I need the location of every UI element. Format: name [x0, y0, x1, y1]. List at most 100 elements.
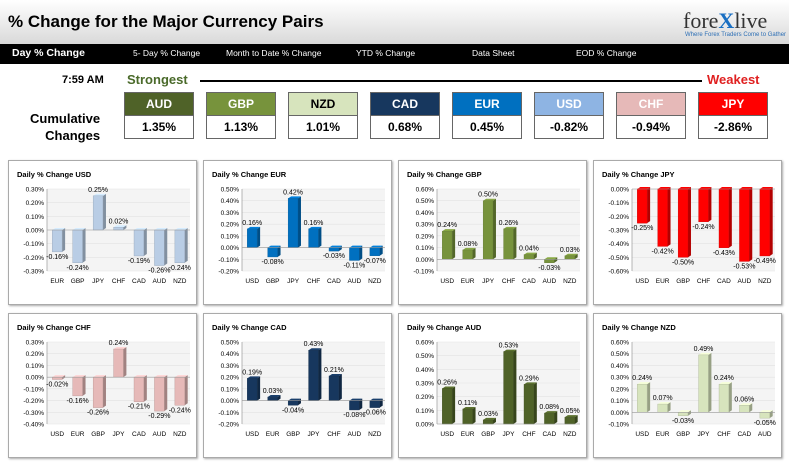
- bar-side: [62, 228, 66, 252]
- bar-chart: 0.60% 0.50% 0.40% 0.30% 0.20% 0.10% 0.00% 0.26%…: [416, 340, 580, 438]
- nav-day-change[interactable]: Day % Change: [12, 47, 85, 59]
- bar-top: [52, 228, 66, 230]
- bar-eur: [657, 187, 671, 247]
- data-label: 0.50%: [478, 192, 498, 199]
- cumulative-label: Cumulative Changes: [30, 110, 100, 144]
- x-tick-label: EUR: [461, 431, 475, 438]
- bar-face: [698, 188, 709, 222]
- bar-top: [134, 375, 147, 378]
- bar-face: [52, 376, 63, 380]
- y-tick-label: 0.40%: [416, 367, 435, 374]
- bar-face: [92, 376, 104, 408]
- bar-top: [524, 252, 537, 255]
- rank-currency: CHF: [616, 92, 686, 116]
- x-tick-label: AUD: [737, 278, 751, 285]
- bar-top: [442, 229, 456, 232]
- bar-top: [739, 403, 753, 406]
- bar-cad: [133, 228, 147, 257]
- page-title: % Change for the Major Currency Pairs: [8, 12, 324, 31]
- bar-face: [523, 384, 535, 425]
- data-label: -0.43%: [713, 250, 735, 257]
- x-tick-label: GBP: [676, 431, 690, 438]
- data-label: 0.24%: [714, 375, 734, 382]
- y-tick-label: -0.10%: [218, 257, 239, 264]
- bar-aud: [154, 228, 168, 266]
- rank-cell-nzd: NZD 1.01%: [288, 92, 358, 139]
- bar-side: [749, 187, 753, 262]
- chart-title: Daily % Change EUR: [212, 170, 287, 179]
- x-tick-label: AUD: [152, 278, 166, 285]
- bar-face: [718, 383, 730, 413]
- nav-ytd-change[interactable]: YTD % Change: [356, 48, 416, 58]
- bar-aud: [739, 187, 753, 262]
- y-tick-label: -0.20%: [23, 398, 44, 405]
- bar-eur: [462, 406, 476, 425]
- bar-top: [154, 228, 168, 230]
- bar-side: [687, 410, 691, 416]
- nav-mtd-change[interactable]: Month to Date % Change: [226, 48, 322, 58]
- data-label: -0.21%: [128, 404, 150, 411]
- y-tick-label: 0.50%: [611, 351, 630, 358]
- y-tick-label: -0.10%: [608, 422, 629, 429]
- bar-top: [288, 398, 301, 401]
- x-tick-label: GBP: [676, 278, 690, 285]
- chart-panel-usd: Daily % Change USD 0.30% 0.20% 0.10% 0.00% -0…: [8, 160, 197, 305]
- x-tick-label: CHF: [717, 431, 730, 438]
- bar-side: [749, 403, 753, 413]
- x-tick-label: JPY: [92, 278, 105, 285]
- y-tick-label: 0.10%: [221, 233, 240, 240]
- bar-top: [678, 187, 691, 189]
- bar-top: [369, 245, 383, 248]
- x-tick-label: NZD: [173, 431, 187, 438]
- y-tick-label: 0.20%: [416, 394, 435, 401]
- bar-face: [677, 188, 689, 258]
- data-label: -0.24%: [169, 407, 191, 414]
- y-tick-label: -0.30%: [23, 410, 44, 417]
- x-tick-label: EUR: [71, 431, 85, 438]
- bar-top: [308, 226, 322, 229]
- bar-side: [102, 375, 106, 408]
- bar-jpy: [503, 349, 517, 425]
- bar-top: [72, 375, 86, 378]
- nav-data-sheet[interactable]: Data Sheet: [472, 48, 515, 58]
- bar-eur: [267, 395, 281, 401]
- bar-side: [257, 226, 261, 248]
- bar-top: [113, 347, 127, 350]
- nav-eod-change[interactable]: EOD % Change: [576, 48, 637, 58]
- weakest-label: Weakest: [707, 72, 760, 87]
- bar-aud: [349, 245, 363, 261]
- nav-bar: Day % Change 5- Day % Change Month to Da…: [0, 44, 789, 64]
- y-tick-label: 0.20%: [611, 386, 630, 393]
- bar-top: [442, 386, 456, 389]
- bar-top: [93, 375, 106, 378]
- data-label: -0.24%: [67, 265, 89, 272]
- bar-top: [657, 187, 671, 189]
- data-label: 0.04%: [519, 246, 539, 253]
- data-label: -0.05%: [754, 420, 776, 427]
- y-tick-label: -0.10%: [23, 241, 44, 248]
- bar-side: [647, 187, 651, 224]
- x-tick-label: CAD: [327, 278, 341, 285]
- bar-face: [739, 405, 750, 413]
- rank-value: 0.45%: [452, 116, 522, 139]
- bar-side: [143, 375, 147, 402]
- chart-title: Daily % Change NZD: [602, 323, 676, 332]
- data-label: -0.07%: [364, 258, 386, 265]
- bar-side: [359, 398, 363, 410]
- bar-face: [267, 396, 278, 401]
- y-tick-label: 0.50%: [221, 340, 240, 347]
- bar-face: [677, 412, 689, 416]
- bar-face: [523, 254, 535, 260]
- y-tick-label: 0.50%: [416, 353, 435, 360]
- y-tick-label: 0.20%: [26, 351, 45, 358]
- bar-side: [728, 187, 732, 248]
- y-tick-label: -0.20%: [23, 255, 44, 262]
- bar-usd: [442, 386, 456, 425]
- forexlive-logo[interactable]: foreXlive Where Forex Traders Come to Ga…: [683, 8, 786, 38]
- x-tick-label: NZD: [758, 278, 772, 285]
- bar-face: [544, 412, 555, 425]
- x-tick-label: JPY: [113, 431, 126, 438]
- bar-face: [759, 188, 770, 257]
- bar-top: [759, 410, 773, 413]
- nav-5day-change[interactable]: 5- Day % Change: [133, 48, 201, 58]
